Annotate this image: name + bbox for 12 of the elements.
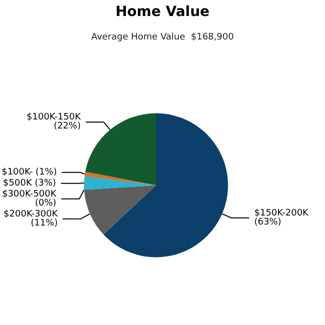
data-label: (22%) bbox=[54, 122, 81, 132]
slice-label: $100K-150K bbox=[26, 112, 82, 123]
data-label: (63%) bbox=[254, 217, 282, 228]
slice-label: $100K- (1%) bbox=[2, 167, 57, 178]
data-label: (11%) bbox=[30, 218, 58, 228]
text: (0%) bbox=[34, 198, 56, 208]
chart-subtitle: Average Home Value $168,900 bbox=[91, 32, 234, 42]
slice-label: $150K-200K bbox=[254, 208, 310, 218]
slice-label: $500K (3%) bbox=[3, 178, 56, 188]
chart-title: Home Value bbox=[115, 4, 210, 20]
legend-label: $300K-500K bbox=[2, 189, 58, 200]
slice-label: $200K-300K bbox=[4, 209, 59, 220]
